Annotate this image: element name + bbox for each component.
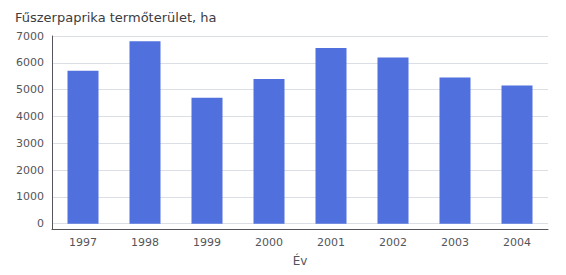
svg-text:5000: 5000	[16, 83, 44, 96]
svg-text:1997: 1997	[69, 236, 97, 249]
svg-text:2002: 2002	[379, 236, 407, 249]
svg-text:3000: 3000	[16, 137, 44, 150]
svg-text:2000: 2000	[16, 164, 44, 177]
svg-text:7000: 7000	[16, 30, 44, 43]
svg-text:Fűszerpaprika termőterület, ha: Fűszerpaprika termőterület, ha	[15, 10, 216, 25]
svg-text:6000: 6000	[16, 56, 44, 69]
svg-text:2001: 2001	[317, 236, 345, 249]
svg-text:0: 0	[37, 217, 44, 230]
svg-text:2003: 2003	[441, 236, 469, 249]
svg-text:2004: 2004	[503, 236, 531, 249]
svg-text:4000: 4000	[16, 110, 44, 123]
svg-text:Év: Év	[293, 253, 308, 268]
svg-text:1998: 1998	[131, 236, 159, 249]
svg-text:1999: 1999	[193, 236, 221, 249]
svg-text:2000: 2000	[255, 236, 283, 249]
svg-text:1000: 1000	[16, 190, 44, 203]
